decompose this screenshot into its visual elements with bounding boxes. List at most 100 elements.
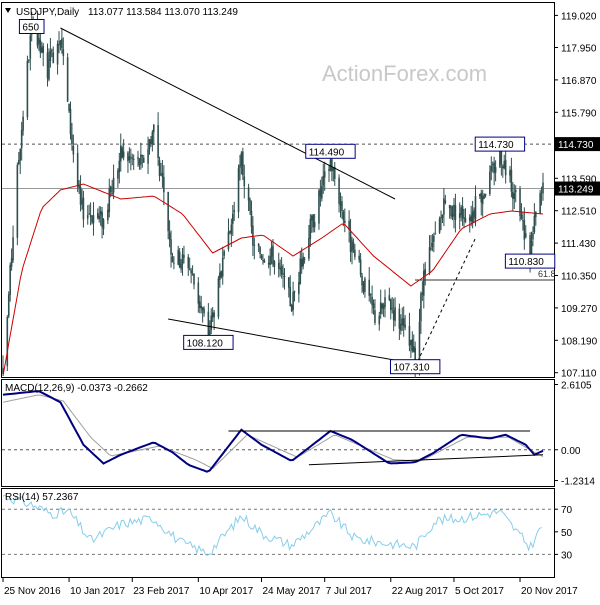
price-candle <box>262 259 264 261</box>
x-axis-tick-label: 20 Nov 2017 <box>521 586 578 597</box>
price-candle <box>282 273 284 276</box>
price-candle <box>280 266 283 274</box>
price-y-tick-label: 113.590 <box>561 174 597 185</box>
price-candle <box>451 213 454 218</box>
swing-price-label-box <box>18 19 45 34</box>
price-candle <box>223 251 225 256</box>
price-candle <box>433 235 435 242</box>
price-candle <box>86 215 89 219</box>
macd-title: MACD(12,26,9) -0.0373 -0.2662 <box>5 383 148 394</box>
price-candle <box>530 241 533 260</box>
price-trendline <box>60 27 396 200</box>
resistance-price-label: 114.730 <box>558 140 594 151</box>
price-candle <box>344 220 346 223</box>
price-candle <box>150 139 152 145</box>
price-y-tick-label: 109.270 <box>561 304 598 315</box>
price-candle <box>430 248 432 250</box>
price-candle <box>428 247 431 273</box>
price-candle <box>242 151 244 176</box>
price-candle <box>342 211 345 221</box>
price-candle <box>19 148 22 161</box>
price-candle <box>233 210 236 213</box>
macd-y-tick-label: 0.00 <box>561 446 581 457</box>
price-candle <box>520 214 523 220</box>
last-price-box <box>555 181 600 196</box>
price-candle <box>328 169 330 172</box>
price-candle <box>349 231 352 252</box>
price-candle <box>183 255 185 258</box>
price-candle <box>400 323 402 331</box>
rsi-y-tick-label: 70 <box>561 505 573 516</box>
price-candle <box>38 37 40 44</box>
macd-y-tick-label: -1.2314 <box>561 477 595 488</box>
price-candle <box>480 192 483 203</box>
price-candle <box>394 307 396 321</box>
price-candle <box>308 237 310 259</box>
price-candle <box>412 346 415 353</box>
price-candle <box>460 207 462 216</box>
price-candle <box>414 347 416 365</box>
price-candle <box>443 198 445 215</box>
price-candle <box>470 215 472 222</box>
price-candle <box>535 211 537 218</box>
price-candle <box>391 308 394 310</box>
price-candle <box>302 256 304 267</box>
price-candle <box>388 295 391 300</box>
price-candle <box>219 272 221 280</box>
price-candle <box>279 267 281 270</box>
price-candle <box>512 191 514 199</box>
price-candle <box>17 160 20 165</box>
price-candle <box>173 262 175 264</box>
price-candle <box>72 146 75 155</box>
price-candle <box>287 277 290 288</box>
macd-panel-frame <box>1 379 555 487</box>
price-candle <box>229 231 231 233</box>
resistance-price-box <box>555 137 600 152</box>
price-candle <box>371 296 373 306</box>
price-candle <box>29 35 32 59</box>
price-candle <box>231 213 234 224</box>
price-candle <box>7 294 10 317</box>
price-candle <box>321 185 323 199</box>
price-candle <box>42 45 45 54</box>
price-candle <box>483 194 485 199</box>
x-axis-tick-label: 7 Jul 2017 <box>326 586 373 597</box>
rsi-y-tick-label: 50 <box>561 528 573 539</box>
price-candle <box>69 108 72 135</box>
price-candle <box>362 283 365 292</box>
price-candle <box>484 193 487 196</box>
price-candle <box>364 278 366 293</box>
x-axis-tick-label: 10 Jan 2017 <box>70 586 125 597</box>
price-candle <box>108 187 111 212</box>
chart-marker-icon <box>5 8 11 13</box>
price-candle <box>421 292 424 295</box>
swing-price-label: 114.730 <box>478 140 514 151</box>
price-candle <box>168 232 171 240</box>
price-candle <box>141 155 144 157</box>
price-candle <box>290 304 293 312</box>
price-candle <box>102 219 105 230</box>
price-candle <box>329 159 332 171</box>
price-candle <box>270 247 273 257</box>
price-candle <box>81 199 83 205</box>
price-candle <box>384 297 386 307</box>
price-candle <box>26 60 29 118</box>
price-candle <box>39 39 42 53</box>
price-candle <box>52 52 55 64</box>
price-candle <box>303 258 306 260</box>
price-candle <box>167 191 169 232</box>
price-candle <box>56 43 59 65</box>
price-candle <box>170 239 172 255</box>
price-candle <box>217 278 220 317</box>
swing-price-label: 108.120 <box>187 338 224 349</box>
price-candle <box>122 151 125 158</box>
price-candle <box>369 294 372 296</box>
price-candle <box>200 305 202 309</box>
chart-header-symbol: USDJPY,Daily <box>16 7 79 18</box>
price-candle <box>354 249 356 257</box>
price-candle <box>333 166 336 179</box>
swing-price-label-box <box>305 143 356 159</box>
price-candle <box>128 156 131 161</box>
price-candle <box>46 52 49 79</box>
